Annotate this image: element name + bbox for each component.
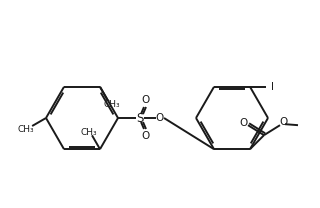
Text: CH₃: CH₃ <box>104 100 120 109</box>
Text: CH₃: CH₃ <box>18 125 35 135</box>
Text: S: S <box>136 111 144 125</box>
Text: O: O <box>240 118 248 128</box>
Text: O: O <box>280 117 288 127</box>
Text: O: O <box>142 131 150 141</box>
Text: CH₃: CH₃ <box>81 128 97 137</box>
Text: I: I <box>270 82 274 92</box>
Text: O: O <box>156 113 164 123</box>
Text: O: O <box>142 95 150 105</box>
